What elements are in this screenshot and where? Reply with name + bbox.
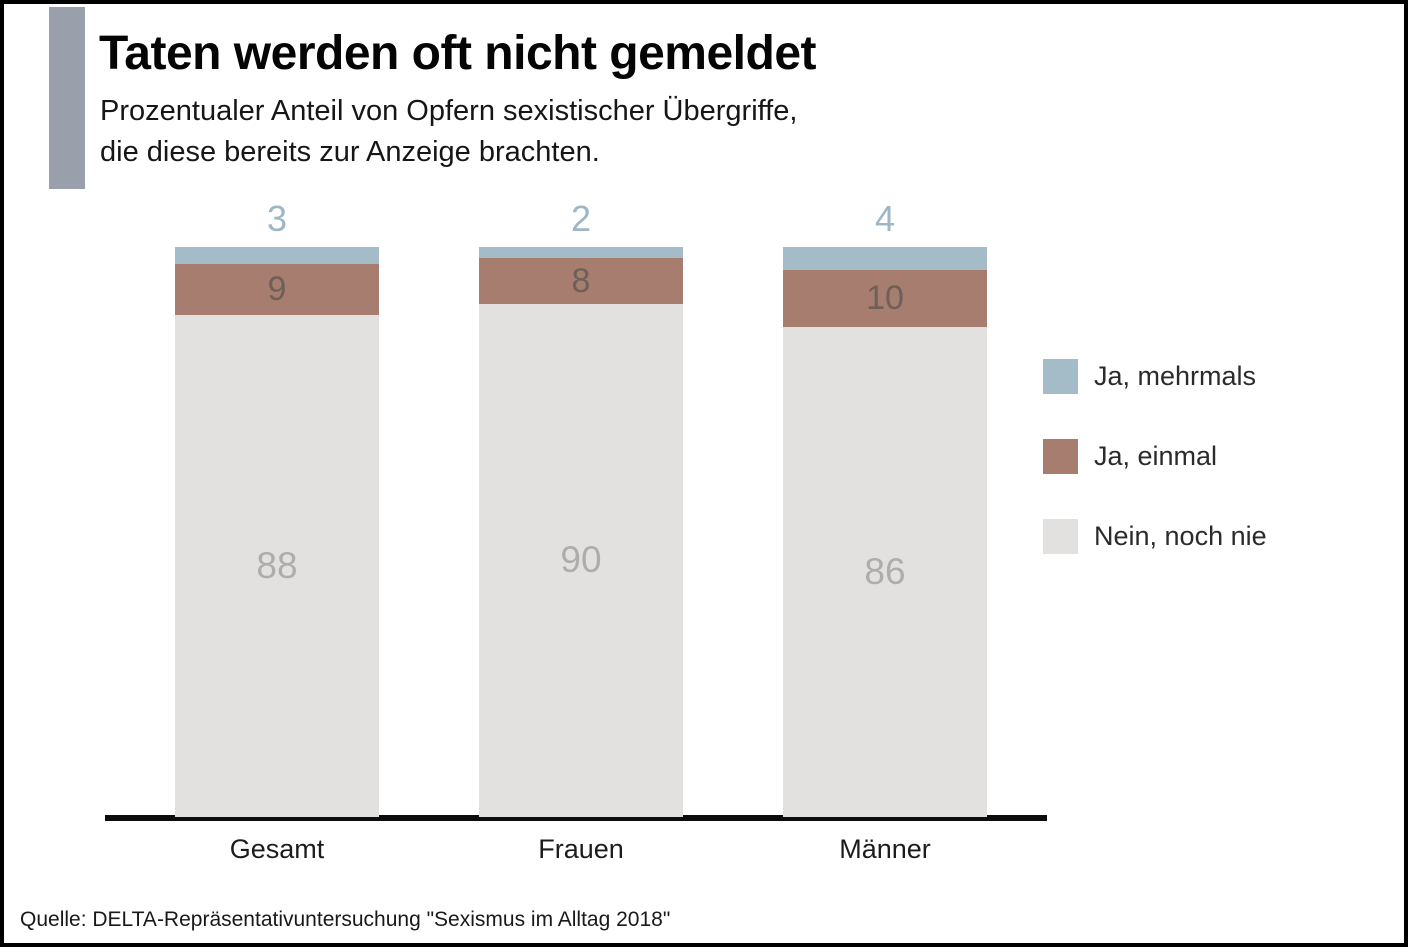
segment-nein-noch-nie-männer: 86: [783, 326, 987, 817]
category-label: Männer: [839, 834, 931, 864]
legend-swatch: [1043, 359, 1078, 394]
segment-nein-noch-nie-frauen: 90: [479, 303, 683, 817]
source-note: Quelle: DELTA-Repräsentativuntersuchung …: [20, 908, 671, 931]
bar-top-label-frauen: 2: [570, 198, 592, 239]
plot-area: Gesamt Frauen Männer 9 88 3 8 90 2 10 86 4: [4, 4, 1404, 943]
legend-label: Ja, mehrmals: [1094, 361, 1257, 391]
legend-swatch: [1043, 519, 1078, 554]
bar-top-label-gesamt: 3: [266, 198, 288, 239]
segment-ja-einmal-frauen: 8: [479, 258, 683, 304]
category-label: Gesamt: [229, 834, 325, 864]
bar-männer: 10 86: [783, 247, 987, 817]
segment-ja-einmal-männer: 10: [783, 269, 987, 327]
bar-top-label-männer: 4: [874, 198, 896, 239]
chart-title: Taten werden oft nicht gemeldet: [99, 27, 817, 80]
segment-ja-mehrmals-männer: [783, 247, 987, 270]
chart-subtitle-line2: die diese bereits zur Anzeige brachten.: [100, 136, 600, 168]
segment-ja-mehrmals-frauen: [479, 247, 683, 259]
segment-ja-einmal-gesamt: 9: [175, 264, 379, 316]
legend-item: Ja, einmal: [1043, 439, 1267, 474]
legend: Ja, mehrmals Ja, einmal Nein, noch nie: [1043, 359, 1267, 599]
bar-frauen: 8 90: [479, 247, 683, 817]
title-accent-bar: [49, 7, 85, 189]
chart-subtitle: Prozentualer Anteil von Opfern sexistisc…: [100, 91, 797, 173]
legend-item: Nein, noch nie: [1043, 519, 1267, 554]
segment-ja-mehrmals-gesamt: [175, 247, 379, 265]
x-axis-line: [105, 815, 1047, 821]
chart-subtitle-line1: Prozentualer Anteil von Opfern sexistisc…: [100, 95, 798, 127]
segment-nein-noch-nie-gesamt: 88: [175, 315, 379, 817]
bar-gesamt: 9 88: [175, 247, 379, 817]
category-label: Frauen: [538, 834, 624, 864]
legend-label: Nein, noch nie: [1094, 521, 1267, 551]
legend-item: Ja, mehrmals: [1043, 359, 1267, 394]
legend-label: Ja, einmal: [1094, 441, 1218, 471]
legend-swatch: [1043, 439, 1078, 474]
